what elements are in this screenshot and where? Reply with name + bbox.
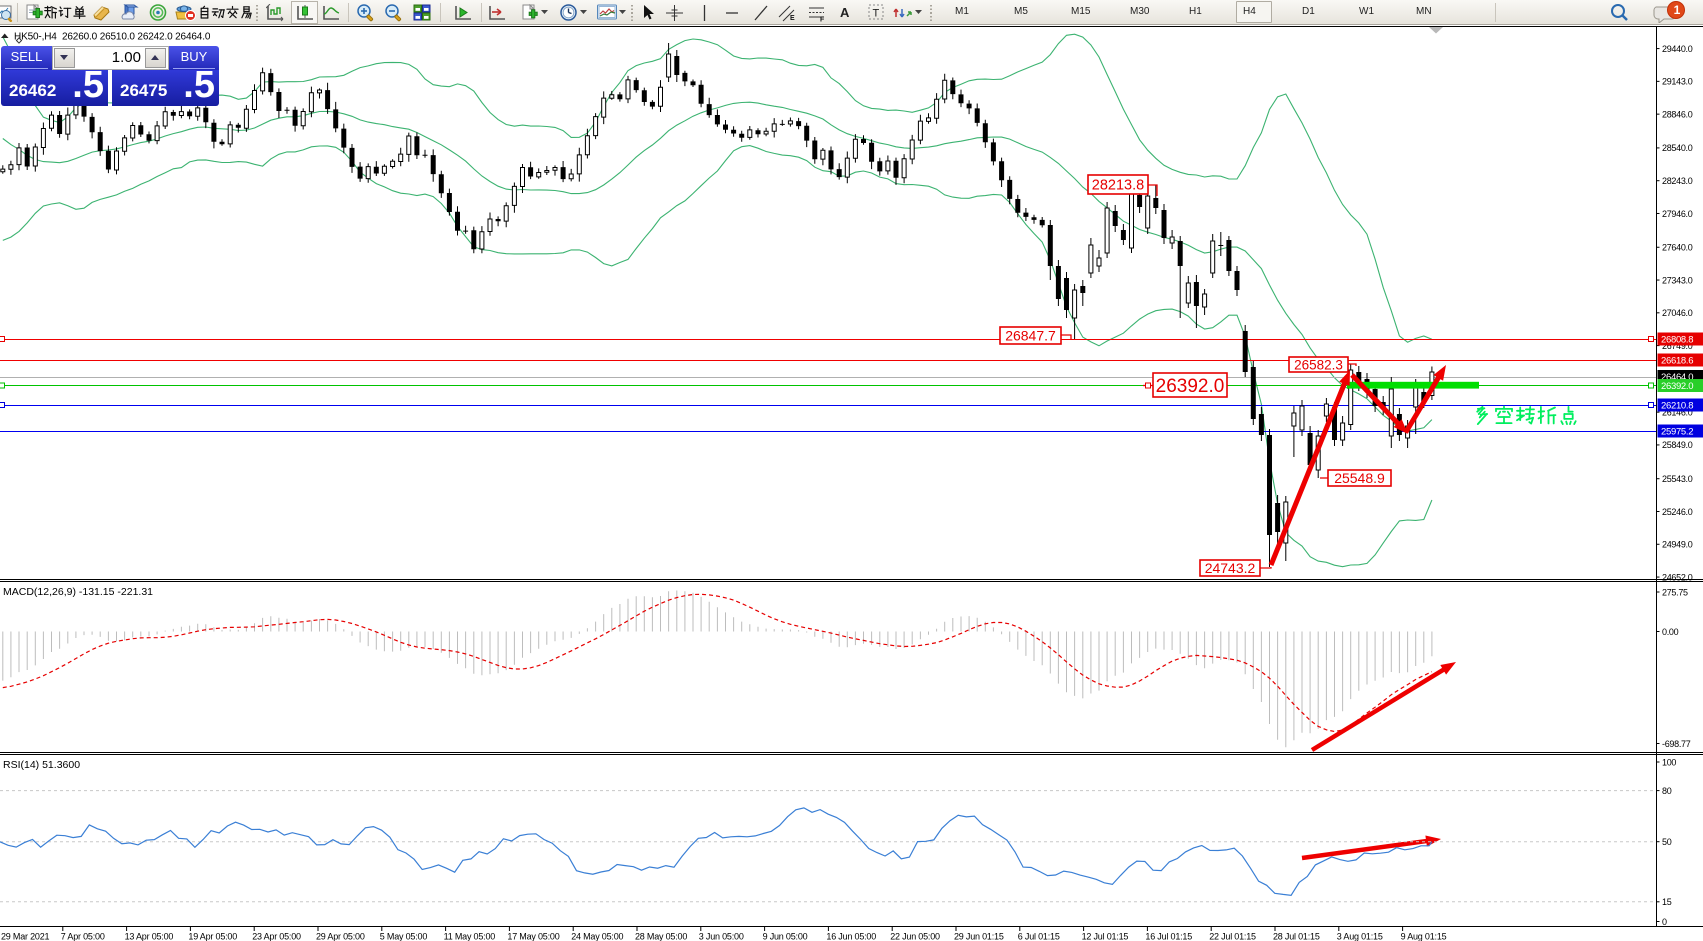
svg-text:27640.0: 27640.0 (1662, 243, 1693, 253)
svg-text:26808.8: 26808.8 (1661, 334, 1693, 345)
svg-text:7 Apr 05:00: 7 Apr 05:00 (61, 932, 105, 941)
svg-text:27046.0: 27046.0 (1662, 308, 1693, 318)
svg-text:275.75: 275.75 (1662, 587, 1688, 597)
svg-text:23 Apr 05:00: 23 Apr 05:00 (252, 932, 301, 941)
svg-text:RSI(14) 51.3600: RSI(14) 51.3600 (3, 759, 80, 771)
svg-text:29143.0: 29143.0 (1662, 77, 1693, 87)
svg-text:26464.0: 26464.0 (1661, 372, 1693, 383)
svg-text:T: T (873, 8, 880, 20)
svg-text:9 Aug 01:15: 9 Aug 01:15 (1401, 932, 1447, 941)
svg-text:-698.77: -698.77 (1662, 739, 1691, 749)
svg-text:26210.8: 26210.8 (1661, 400, 1693, 411)
svg-text:25543.0: 25543.0 (1662, 474, 1693, 484)
svg-text:50: 50 (1662, 837, 1672, 847)
svg-text:28540.0: 28540.0 (1662, 143, 1693, 153)
svg-text:28243.0: 28243.0 (1662, 176, 1693, 186)
svg-text:29 Jun 01:15: 29 Jun 01:15 (954, 932, 1004, 941)
svg-text:28 Jul 01:15: 28 Jul 01:15 (1273, 932, 1320, 941)
svg-text:24 May 05:00: 24 May 05:00 (571, 932, 623, 941)
svg-text:16 Jul 01:15: 16 Jul 01:15 (1145, 932, 1192, 941)
svg-text:22 Jul 01:15: 22 Jul 01:15 (1209, 932, 1256, 941)
svg-text:13 Apr 05:00: 13 Apr 05:00 (125, 932, 174, 941)
svg-text:29440.0: 29440.0 (1662, 44, 1693, 54)
svg-text:11 May 05:00: 11 May 05:00 (444, 932, 496, 941)
svg-text:E: E (790, 15, 795, 22)
svg-text:29 Mar 2021: 29 Mar 2021 (1, 932, 50, 941)
svg-text:3 Aug 01:15: 3 Aug 01:15 (1337, 932, 1383, 941)
svg-text:26392.0: 26392.0 (1156, 376, 1225, 397)
svg-text:15: 15 (1662, 897, 1672, 907)
svg-text:0: 0 (1662, 917, 1667, 927)
svg-text:22 Jun 05:00: 22 Jun 05:00 (890, 932, 940, 941)
svg-text:12 Jul 01:15: 12 Jul 01:15 (1082, 932, 1129, 941)
svg-text:100: 100 (1662, 757, 1676, 767)
svg-text:25548.9: 25548.9 (1334, 470, 1385, 486)
svg-text:28213.8: 28213.8 (1092, 178, 1144, 194)
svg-text:0.00: 0.00 (1662, 627, 1679, 637)
svg-text:29 Apr 05:00: 29 Apr 05:00 (316, 932, 365, 941)
svg-text:17 May 05:00: 17 May 05:00 (507, 932, 559, 941)
svg-text:1: 1 (1674, 3, 1681, 17)
svg-text:26146.0: 26146.0 (1662, 408, 1693, 418)
svg-text:6 Jul 01:15: 6 Jul 01:15 (1018, 932, 1060, 941)
svg-text:28 May 05:00: 28 May 05:00 (635, 932, 687, 941)
svg-text:25975.2: 25975.2 (1661, 426, 1693, 437)
svg-text:F: F (820, 17, 825, 23)
svg-text:3 Jun 05:00: 3 Jun 05:00 (699, 932, 744, 941)
svg-text:27946.0: 27946.0 (1662, 209, 1693, 219)
svg-text:25246.0: 25246.0 (1662, 507, 1693, 517)
svg-text:26618.6: 26618.6 (1661, 355, 1693, 366)
svg-text:25849.0: 25849.0 (1662, 440, 1693, 450)
svg-text:24743.2: 24743.2 (1205, 560, 1256, 576)
svg-text:16 Jun 05:00: 16 Jun 05:00 (826, 932, 876, 941)
svg-text:26749.0: 26749.0 (1662, 341, 1693, 351)
svg-text:MACD(12,26,9) -131.15 -221.31: MACD(12,26,9) -131.15 -221.31 (3, 586, 153, 598)
svg-text:19 Apr 05:00: 19 Apr 05:00 (188, 932, 237, 941)
svg-text:27343.0: 27343.0 (1662, 275, 1693, 285)
svg-text:26582.3: 26582.3 (1294, 357, 1343, 372)
svg-text:HK50-,H4 26260.0 26510.0 2624: HK50-,H4 26260.0 26510.0 26242.0 26464.0 (14, 32, 211, 43)
svg-text:26847.7: 26847.7 (1005, 328, 1056, 344)
svg-text:24949.0: 24949.0 (1662, 540, 1693, 550)
svg-text:9 Jun 05:00: 9 Jun 05:00 (763, 932, 808, 941)
svg-text:24652.0: 24652.0 (1662, 572, 1693, 582)
svg-text:28846.0: 28846.0 (1662, 109, 1693, 119)
svg-text:5 May 05:00: 5 May 05:00 (380, 932, 428, 941)
svg-text:26392.0: 26392.0 (1661, 381, 1693, 392)
svg-text:80: 80 (1662, 786, 1672, 796)
